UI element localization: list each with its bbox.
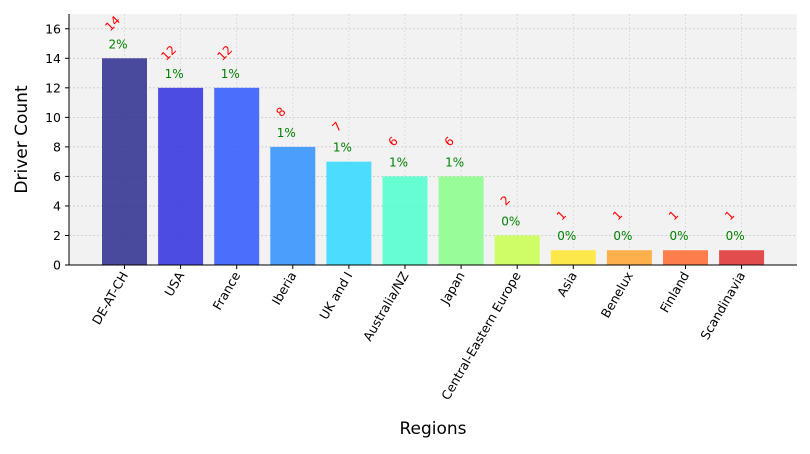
percent-label: 1% bbox=[333, 141, 352, 155]
x-tick-label: UK and I bbox=[316, 269, 355, 322]
bar bbox=[663, 250, 708, 265]
percent-label: 2% bbox=[109, 37, 128, 51]
bar bbox=[438, 176, 484, 265]
percent-label: 0% bbox=[670, 229, 689, 243]
percent-label: 0% bbox=[613, 229, 632, 243]
x-tick-label: France bbox=[210, 269, 244, 313]
y-tick-label: 8 bbox=[53, 139, 61, 154]
y-tick-label: 16 bbox=[45, 21, 61, 36]
bar bbox=[158, 87, 204, 265]
x-tick-label: Benelux bbox=[598, 269, 636, 320]
x-tick-label: USA bbox=[161, 269, 187, 299]
bar bbox=[270, 146, 316, 265]
x-tick-label: Asia bbox=[554, 269, 580, 299]
y-tick-label: 0 bbox=[53, 258, 61, 273]
bars-layer bbox=[102, 58, 765, 266]
percent-label: 0% bbox=[501, 214, 520, 228]
percent-label: 1% bbox=[389, 155, 408, 169]
x-tick-label: Scandinavia bbox=[697, 269, 748, 342]
bar bbox=[214, 87, 260, 265]
bar bbox=[719, 250, 765, 265]
y-axis-title: Driver Count bbox=[12, 85, 32, 194]
bar bbox=[606, 250, 652, 265]
x-axis-title: Regions bbox=[399, 419, 466, 439]
percent-label: 1% bbox=[165, 67, 184, 81]
percent-label: 0% bbox=[726, 229, 745, 243]
bar bbox=[494, 235, 540, 265]
percent-label: 0% bbox=[557, 229, 576, 243]
y-tick-label: 4 bbox=[53, 198, 61, 213]
x-tick-label: Iberia bbox=[269, 269, 300, 307]
y-tick-label: 2 bbox=[53, 228, 61, 243]
x-tick-label: Finland bbox=[657, 269, 692, 315]
x-tick-label: Japan bbox=[437, 269, 468, 308]
bar bbox=[102, 58, 147, 266]
bar bbox=[550, 250, 596, 265]
x-tick-label: Australia/NZ bbox=[360, 269, 412, 344]
y-tick-label: 14 bbox=[45, 51, 61, 66]
y-tick-label: 6 bbox=[53, 169, 61, 184]
percent-label: 1% bbox=[445, 155, 464, 169]
x-tick-label: DE-AT-CH bbox=[89, 269, 131, 327]
bar bbox=[382, 176, 428, 265]
bar bbox=[326, 161, 372, 265]
percent-label: 1% bbox=[221, 67, 240, 81]
y-tick-label: 10 bbox=[45, 110, 61, 125]
y-tick-label: 12 bbox=[45, 80, 61, 95]
percent-label: 1% bbox=[277, 126, 296, 140]
